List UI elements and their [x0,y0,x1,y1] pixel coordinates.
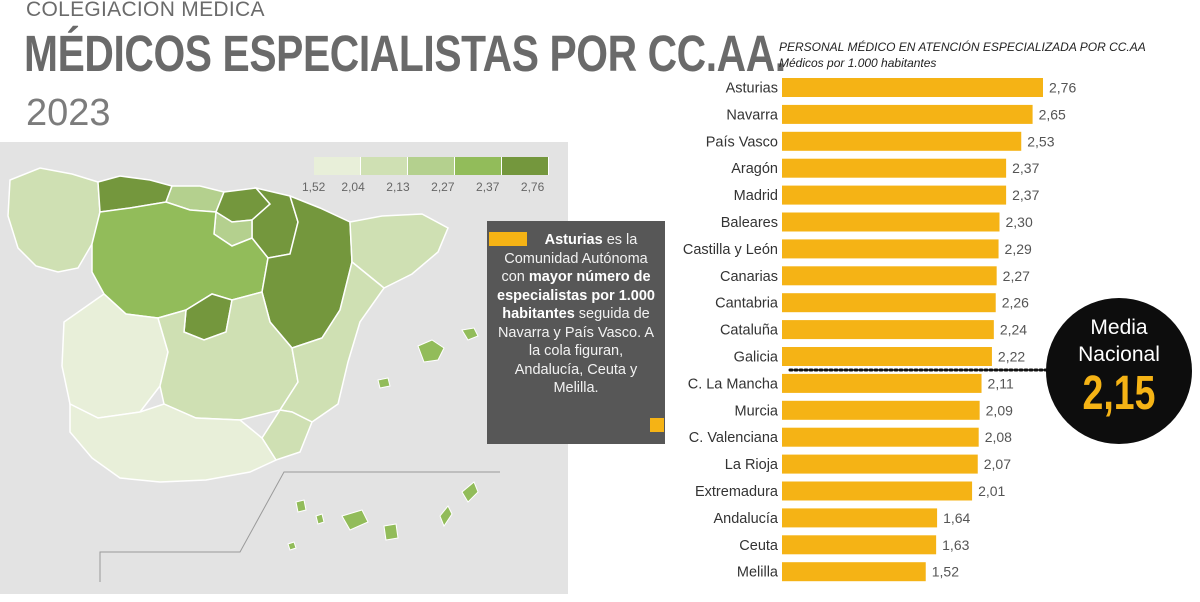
value-label: 2,01 [978,483,1005,499]
value-label: 1,63 [942,537,969,553]
value-label: 2,37 [1012,187,1039,203]
canarias-frame [99,471,500,582]
value-label: 2,65 [1039,106,1066,122]
value-label: 2,37 [1012,160,1039,176]
map-region-galicia [7,167,101,273]
value-label: 1,64 [943,510,970,526]
bar-11 [782,373,982,393]
bar-18 [782,562,926,582]
value-label: 2,29 [1005,241,1032,257]
bar-7 [782,266,997,286]
legend-swatch-2 [361,157,408,175]
legend-swatch-5 [502,157,549,175]
bar-5 [782,212,1000,232]
value-label: 2,07 [984,456,1011,472]
bar-1 [782,104,1033,124]
category-label: Baleares [721,215,778,231]
callout-text: Asturias es la Comunidad Autónoma con ma… [497,231,655,398]
value-label: 2,09 [986,402,1013,418]
value-label: 2,08 [985,429,1012,445]
callout-swatch [489,232,527,246]
legend-label: 2,27 [431,180,455,194]
value-label: 2,26 [1002,295,1029,311]
map-region-andalucia [69,402,278,483]
value-label: 2,24 [1000,322,1027,338]
category-label: Ceuta [739,538,779,554]
callout-swatch [650,418,664,432]
category-label: Cantabria [715,296,779,312]
category-label: C. La Mancha [688,376,779,392]
callout-box: Asturias es la Comunidad Autónoma con ma… [487,221,665,444]
bar-17 [782,535,937,555]
legend-swatch-3 [408,157,455,175]
callout-bold: mayor número de especialistas por 1.000 … [497,269,655,322]
legend-swatch-4 [455,157,502,175]
map-region-canarias [287,481,479,551]
media-label-1: Media [1090,316,1148,339]
bar-0 [782,78,1043,97]
bar-16 [782,508,938,528]
category-label: La Rioja [725,457,779,473]
bar-3 [782,158,1007,178]
bar-10 [782,347,992,366]
kicker: COLEGIACIÓN MÉDICA [26,0,265,21]
map-region-baleares [377,327,479,389]
map-region-valenciana [278,260,386,423]
bar-14 [782,454,978,474]
media-label-2: Nacional [1078,343,1160,366]
legend-label: 2,37 [476,180,500,194]
category-label: Melilla [737,565,779,581]
value-label: 2,11 [988,375,1014,391]
category-label: Murcia [734,403,778,419]
value-label: 1,52 [932,564,959,580]
category-label: Cataluña [720,323,779,339]
category-label: C. Valenciana [689,430,779,446]
callout-text-3: A la cola figuran, Andalucía, Ceuta y Me… [514,324,655,397]
media-value: 2,15 [1082,367,1156,420]
bar-9 [782,320,994,340]
bar-12 [782,400,980,420]
bar-13 [782,427,979,447]
legend-label: 2,13 [386,180,410,194]
spain-map [0,142,568,594]
category-label: Aragón [731,161,778,177]
category-label: Extremadura [695,484,779,500]
value-label: 2,53 [1027,133,1054,149]
category-label: Canarias [720,269,778,285]
bar-2 [782,131,1022,151]
value-label: 2,27 [1003,268,1030,284]
legend-label: 1,52 [302,180,326,194]
callout-region: Asturias [544,232,603,248]
legend-label: 2,04 [341,180,365,194]
bar-15 [782,481,973,501]
callout-text-2: seguida de Navarra y País Vasco. [497,306,650,341]
category-label: Castilla y León [683,242,778,258]
category-label: Asturias [726,81,778,97]
category-label: Galicia [734,350,779,366]
bar-6 [782,239,999,259]
legend-label: 2,76 [520,180,545,194]
category-label: Madrid [734,188,778,204]
bar-4 [782,185,1007,205]
page-title: MÉDICOS ESPECIALISTAS POR CC.AA. [24,25,786,82]
category-label: País Vasco [706,134,778,150]
value-label: 2,76 [1049,80,1076,96]
map-legend: 1,52 2,04 2,13 2,27 2,37 2,76 [302,157,555,194]
year: 2023 [26,92,111,134]
category-label: Navarra [726,107,779,123]
chart-subtitle: Médicos por 1.000 habitantes [779,56,937,70]
media-nacional-badge: Media Nacional 2,15 [1046,298,1192,444]
category-label: Andalucía [714,511,779,527]
legend-swatch-1 [314,157,361,175]
callout-text-1: es la Comunidad Autónoma con [501,232,648,285]
chart-title: PERSONAL MÉDICO EN ATENCIÓN ESPECIALIZAD… [779,40,1146,54]
value-label: 2,30 [1006,214,1033,230]
value-label: 2,22 [998,349,1025,365]
bar-8 [782,293,996,313]
